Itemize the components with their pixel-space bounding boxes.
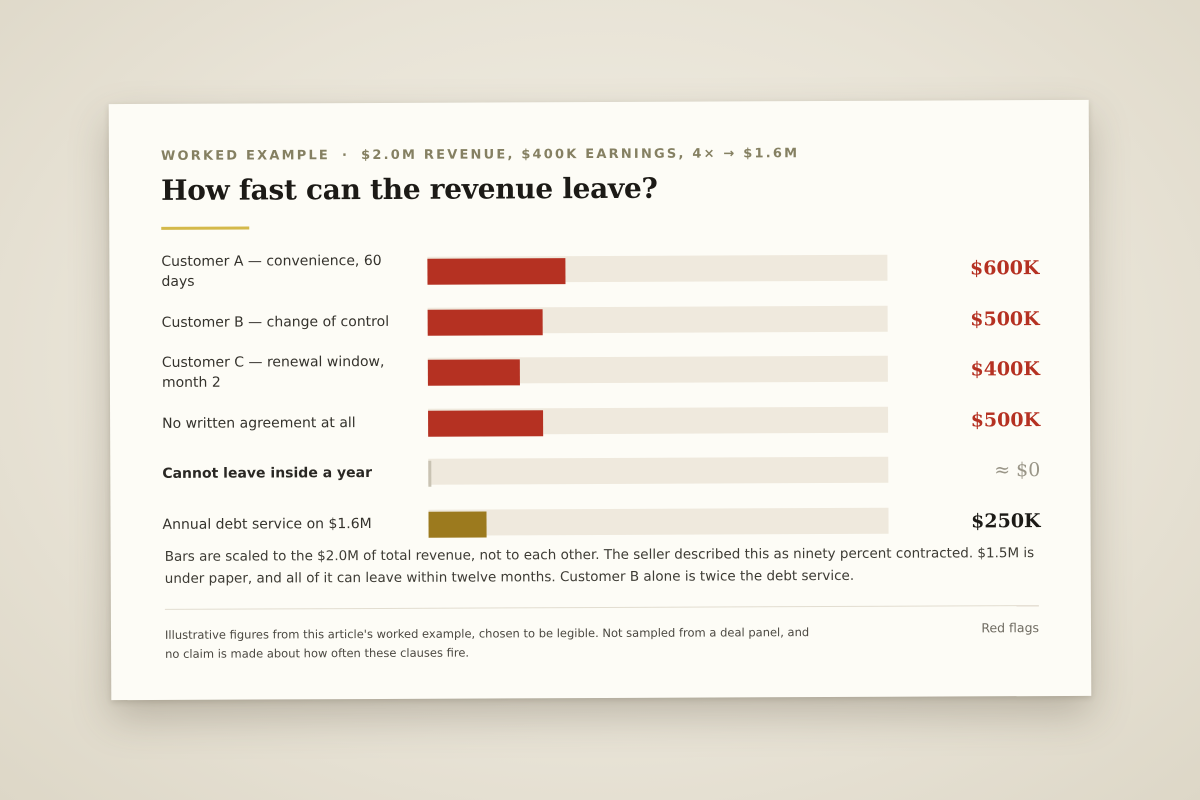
bar-row: Cannot leave inside a year ≈ $0 [162,448,1040,502]
bar-category-label: Customer B — change of control [161,313,390,331]
chart-note: Bars are scaled to the $2.0M of total re… [164,545,1035,587]
bar-track [428,406,889,437]
bar-row: No written agreement at all $500K [162,398,1040,452]
bar-category-label: Annual debt service on $1.6M [162,515,372,533]
chart-title: How fast can the revenue leave? [161,171,658,207]
chart-card: WORKED EXAMPLE · $2.0M REVENUE, $400K EARN… [108,99,1092,701]
bar-track [427,305,888,336]
bar [428,510,487,538]
bar-category-label: Customer A — convenience, 60 days [161,252,382,290]
eyebrow-kicker: WORKED EXAMPLE [160,148,331,164]
bar-value-label: ≈ $0 [994,459,1041,482]
bar-value-label: $400K [970,358,1040,381]
title-accent-rule [161,226,250,230]
bar [428,409,544,437]
bar-category-label: Cannot leave inside a year [162,464,373,482]
bar [427,308,543,336]
bar-rows: Customer A — convenience, 60 days $600K Cu… [161,246,1041,553]
bar-category-label: Customer C — renewal window, month 2 [161,353,385,391]
bar-track [427,254,888,285]
bar-row: Customer B — change of control $500K [162,297,1040,351]
eyebrow-summary: $2.0M REVENUE, $400K EARNINGS, 4× → $1.6… [361,146,800,164]
footer-divider [164,605,1039,610]
bar-value-label: $250K [971,509,1041,532]
eyebrow-separator: · [341,148,350,164]
bar-row: Customer C — renewal window, month 2 $400… [162,347,1040,401]
bar [428,460,432,487]
bar-row: Customer A — convenience, 60 days $600K [161,246,1039,300]
eyebrow: WORKED EXAMPLE · $2.0M REVENUE, $400K EARN… [161,146,799,164]
bar-track [428,507,889,538]
bar-value-label: $600K [969,257,1040,280]
bar-category-label: No written agreement at all [162,414,356,432]
bar [427,359,520,386]
bar-value-label: $500K [970,307,1040,330]
bar-value-label: $500K [970,408,1041,431]
bar-track [427,355,888,386]
bar-track [428,456,889,487]
bar [427,258,566,285]
footer-disclaimer: Illustrative figures from this article's… [164,625,810,661]
red-flags-link[interactable]: Red flags [981,620,1040,636]
